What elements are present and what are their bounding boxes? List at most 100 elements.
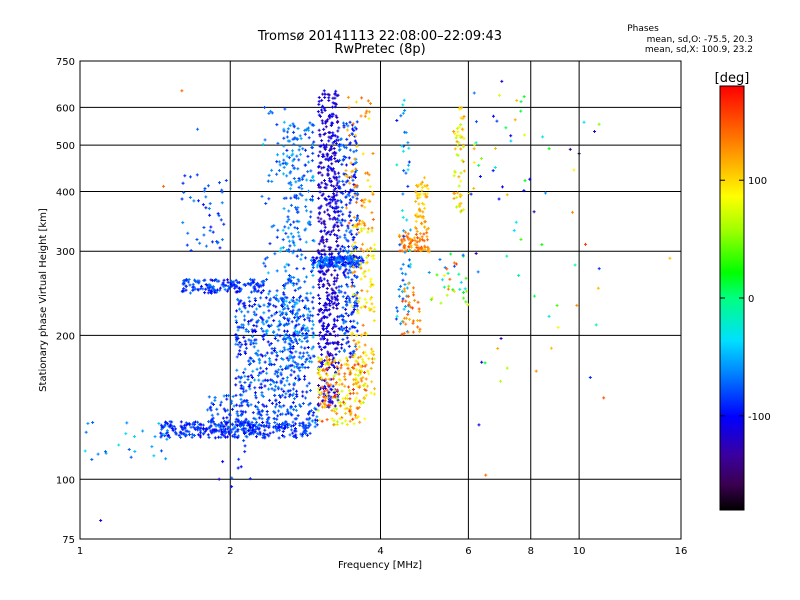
data-point: [281, 162, 285, 166]
data-point: [199, 422, 203, 426]
data-point: [259, 291, 263, 295]
data-point: [317, 102, 321, 106]
data-point: [505, 193, 509, 197]
data-point: [356, 373, 360, 377]
data-point: [347, 245, 351, 249]
data-point: [370, 347, 374, 351]
data-point: [329, 255, 333, 259]
data-point: [418, 239, 422, 243]
data-point: [351, 163, 355, 167]
data-point: [342, 260, 346, 264]
data-point: [442, 285, 446, 289]
data-point: [210, 431, 214, 435]
data-point: [202, 226, 206, 230]
data-point: [283, 426, 287, 430]
data-point: [295, 301, 299, 305]
data-point: [286, 127, 290, 131]
data-point: [317, 128, 321, 132]
data-point: [346, 314, 350, 318]
data-point: [401, 297, 405, 301]
data-point: [247, 296, 251, 300]
data-point: [208, 406, 212, 410]
data-point: [275, 402, 279, 406]
data-point: [286, 307, 290, 311]
data-point: [324, 125, 328, 129]
data-point: [229, 401, 233, 405]
data-point: [324, 145, 328, 149]
data-point: [238, 300, 242, 304]
data-point: [238, 421, 242, 425]
data-point: [353, 399, 357, 403]
data-point: [344, 320, 348, 324]
data-point: [132, 435, 136, 439]
data-point: [597, 267, 601, 271]
data-point: [324, 326, 328, 330]
data-point: [288, 350, 292, 354]
data-point: [184, 284, 188, 288]
data-point: [277, 436, 281, 440]
data-point: [477, 163, 481, 167]
data-point: [327, 130, 331, 134]
data-point: [335, 244, 339, 248]
data-point: [239, 376, 243, 380]
data-point: [355, 329, 359, 333]
data-point: [325, 290, 329, 294]
y-tick-label: 400: [56, 187, 75, 198]
data-point: [337, 400, 341, 404]
data-point: [366, 384, 370, 388]
data-point: [240, 323, 244, 327]
data-point: [165, 429, 169, 433]
data-point: [227, 284, 231, 288]
data-point: [236, 328, 240, 332]
data-point: [327, 377, 331, 381]
data-point: [303, 132, 307, 136]
data-point: [249, 283, 253, 287]
data-point: [323, 399, 327, 403]
data-point: [354, 218, 358, 222]
data-point: [339, 247, 343, 251]
data-point: [309, 169, 313, 173]
data-point: [320, 361, 324, 365]
data-point: [332, 423, 336, 427]
data-point: [283, 161, 287, 165]
data-point: [298, 134, 302, 138]
data-point: [458, 134, 462, 138]
data-point: [224, 435, 228, 439]
data-point: [336, 224, 340, 228]
data-point: [283, 265, 287, 269]
data-point: [350, 281, 354, 285]
data-point: [419, 247, 423, 251]
data-point: [319, 161, 323, 165]
data-point: [288, 354, 292, 358]
data-point: [472, 147, 476, 151]
data-point: [208, 229, 212, 233]
data-point: [251, 424, 255, 428]
data-point: [358, 420, 362, 424]
data-point: [335, 183, 339, 187]
data-point: [312, 411, 316, 415]
data-point: [316, 263, 320, 267]
data-point: [292, 157, 296, 161]
data-point: [401, 215, 405, 219]
data-point: [283, 383, 287, 387]
data-point: [261, 289, 265, 293]
data-point: [230, 279, 234, 283]
data-point: [286, 235, 290, 239]
data-point: [278, 163, 282, 167]
data-point: [320, 260, 324, 264]
data-point: [316, 248, 320, 252]
data-point: [160, 425, 164, 429]
data-point: [321, 121, 325, 125]
data-point: [308, 431, 312, 435]
data-point: [308, 410, 312, 414]
data-point: [452, 261, 456, 265]
data-point: [363, 417, 367, 421]
data-point: [283, 303, 287, 307]
data-point: [365, 260, 369, 264]
data-point: [266, 271, 270, 275]
data-point: [251, 369, 255, 373]
data-point: [303, 318, 307, 322]
data-point: [269, 109, 273, 113]
data-point: [474, 141, 478, 145]
data-point: [306, 313, 310, 317]
